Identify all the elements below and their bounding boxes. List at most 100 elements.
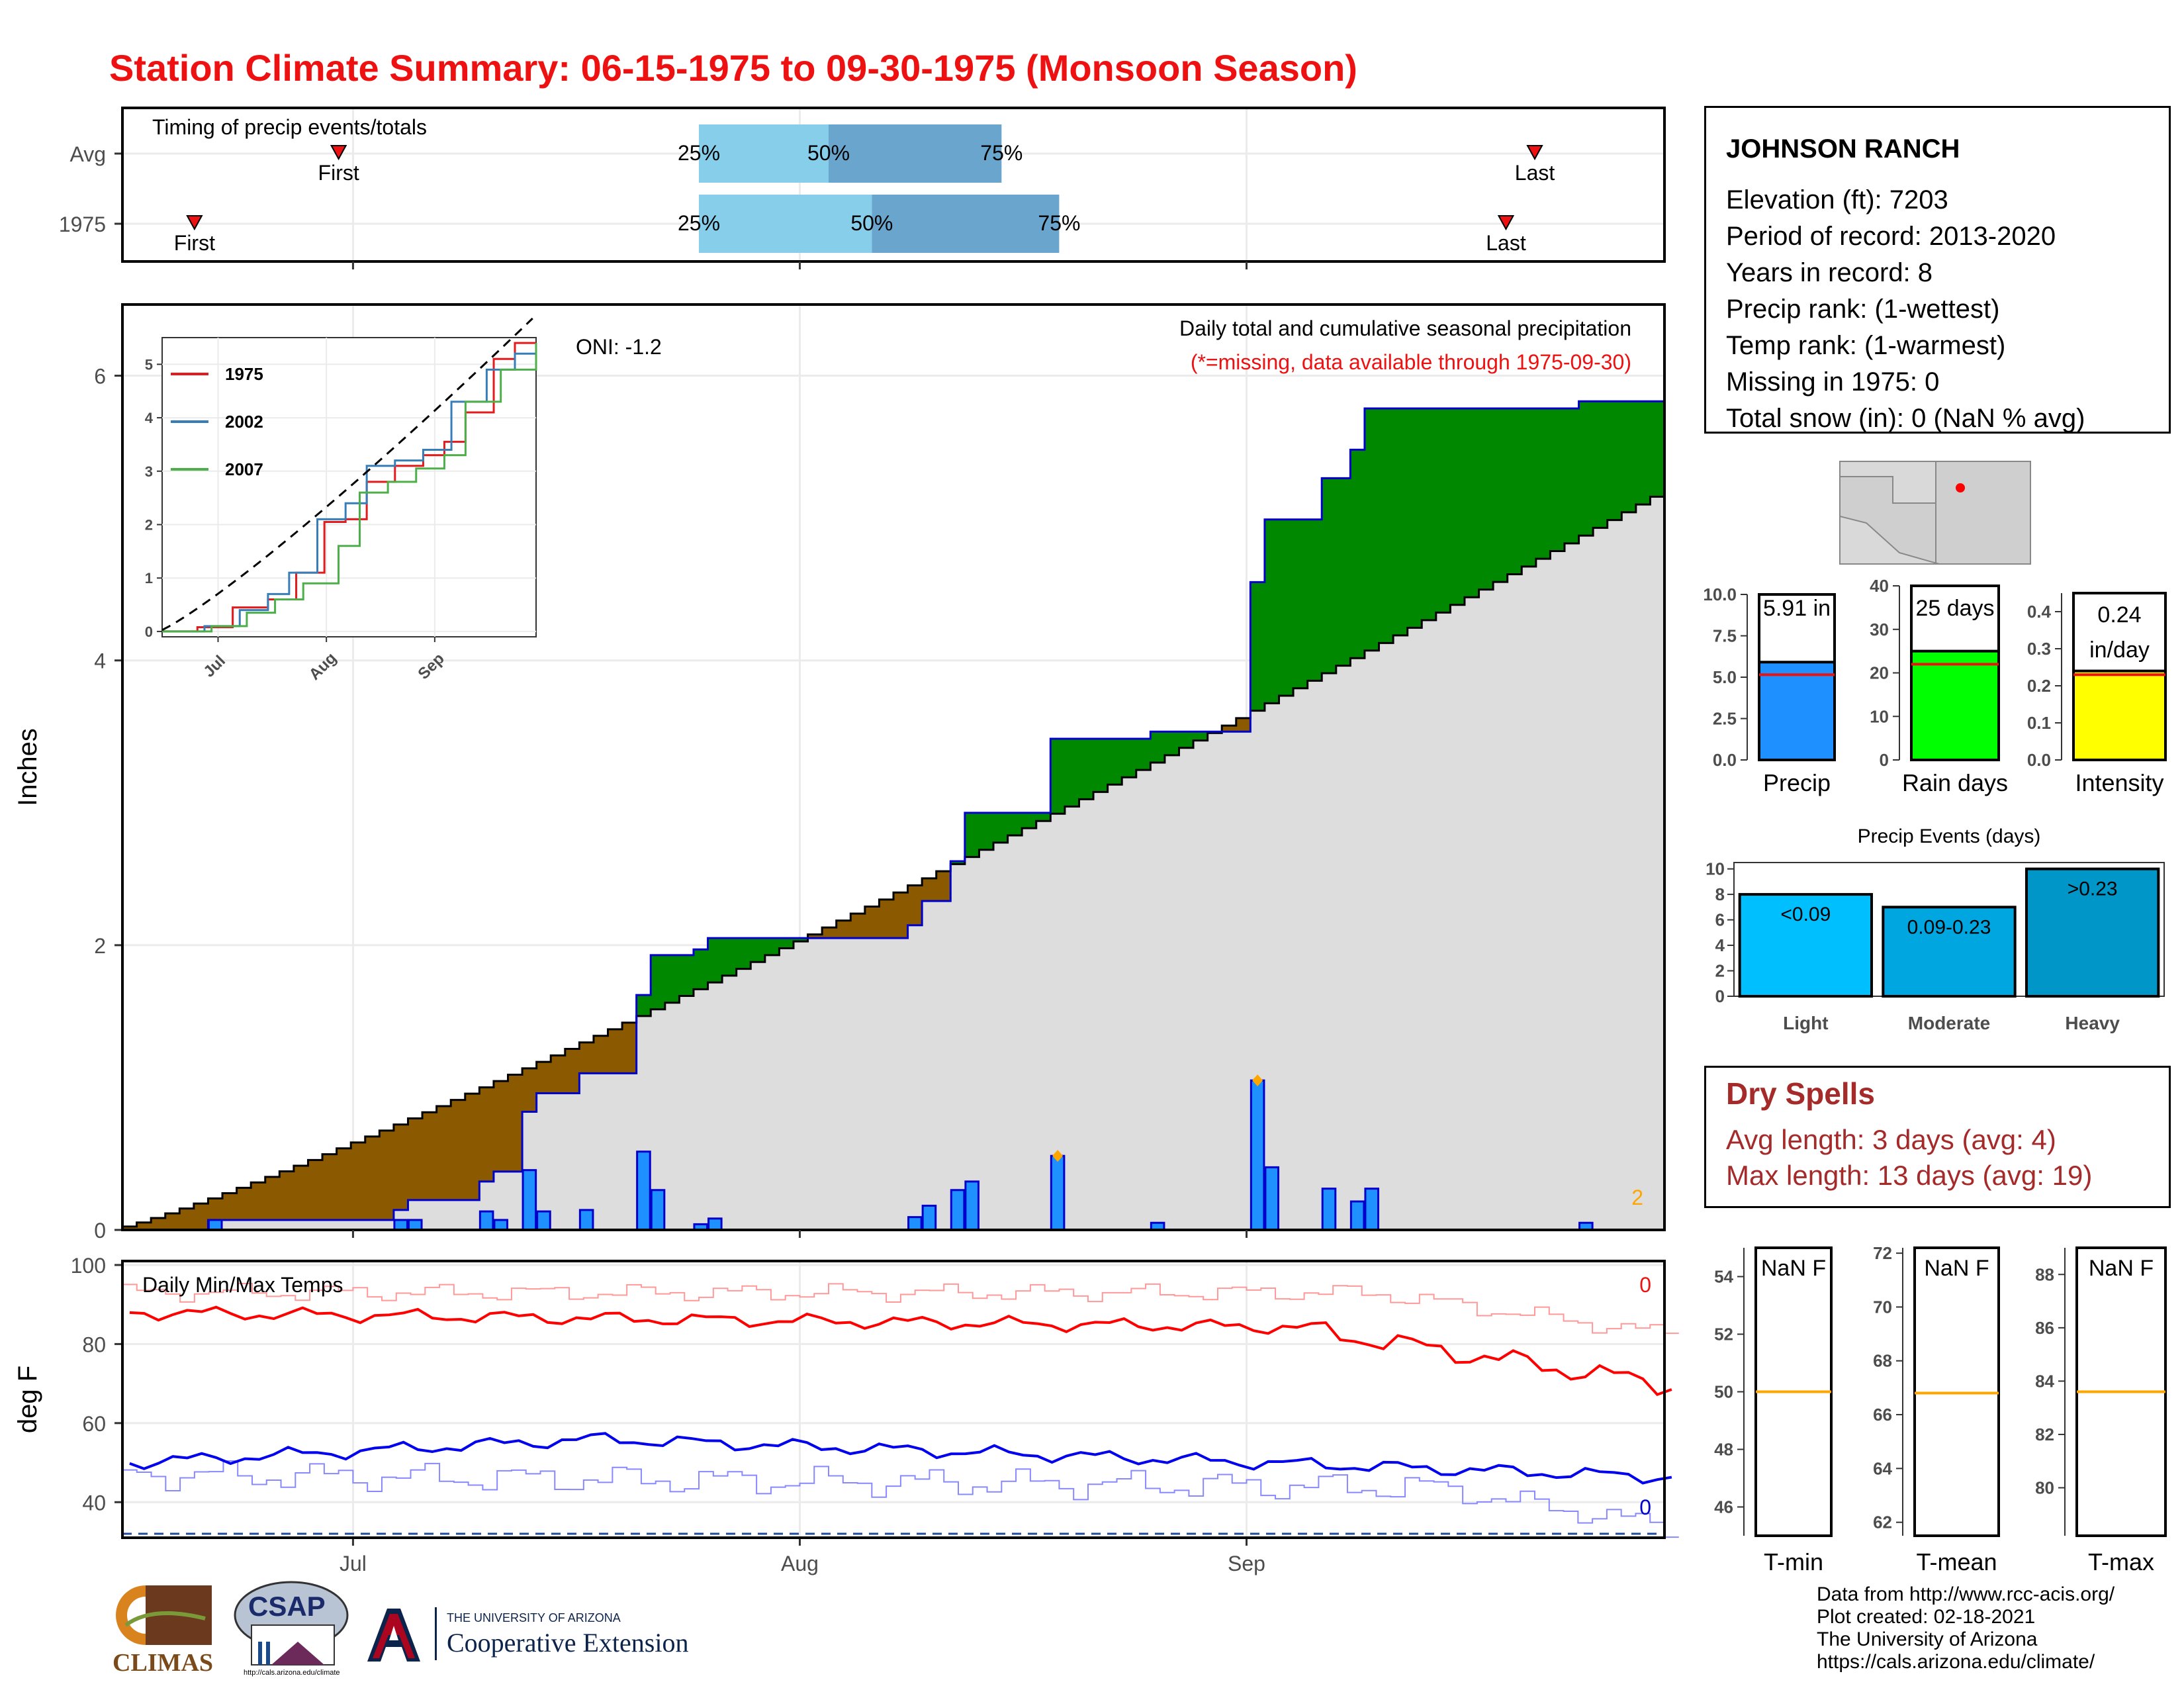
timing-panel-border [121, 107, 1666, 263]
daily-precip-bar [1321, 1188, 1337, 1231]
deficit-segment [622, 1022, 637, 1074]
station-precip-rank: Precip rank: (1-wettest) [1726, 295, 2000, 324]
daily-precip-bar [650, 1189, 666, 1231]
surplus-segment [1093, 738, 1109, 792]
tmean-y-tick-label: 70 [1873, 1297, 1892, 1317]
station-period: Period of record: 2013-2020 [1726, 222, 2056, 251]
events-category-label: Moderate [1908, 1013, 1990, 1033]
timing-bar-upper [872, 195, 1060, 253]
footer-url: https://cals.arizona.edu/climate/ [1817, 1651, 2095, 1673]
ua-logo-large-text: Cooperative Extension [447, 1628, 689, 1658]
deficit-segment [451, 1100, 466, 1200]
deficit-segment [565, 1049, 580, 1094]
surplus-segment [693, 949, 709, 990]
timing-bar-upper [829, 124, 1002, 183]
events-bar [2025, 867, 2160, 998]
deficit-segment [322, 1154, 338, 1220]
temp-y-tick-label: 80 [82, 1333, 106, 1356]
daily-precip-bar [1364, 1188, 1380, 1231]
surplus-segment [1593, 401, 1608, 528]
ua-logo-divider [435, 1607, 437, 1660]
precip_total-y-tick-label: 2.5 [1713, 709, 1737, 729]
events-y-tick-label: 0 [1715, 986, 1725, 1006]
daily-precip-bar [1264, 1166, 1279, 1231]
temp-y-tick-label: 60 [82, 1412, 106, 1436]
deficit-segment [579, 1042, 594, 1074]
inset-legend-label: 2002 [225, 412, 263, 432]
events-bar [1738, 893, 1874, 998]
timing-p25-label: 25% [678, 141, 720, 165]
surplus-segment [1635, 401, 1651, 505]
tmin-value-label: NaN F [1761, 1256, 1826, 1281]
surplus-segment [1122, 738, 1137, 778]
events-category-label: Heavy [2065, 1013, 2120, 1033]
tmean-y-tick-label: 62 [1873, 1513, 1892, 1532]
tmean-y-tick-label: 64 [1873, 1458, 1892, 1478]
surplus-segment [1621, 401, 1637, 512]
timing-row-label: Avg [69, 142, 106, 166]
daily-precip-bar [1050, 1154, 1066, 1231]
surplus-segment [1064, 738, 1080, 807]
cumulative-chart-title: Daily total and cumulative seasonal prec… [1179, 316, 1631, 340]
inset-series-line [162, 343, 537, 633]
rain_days-y-tick-label: 30 [1870, 620, 1889, 639]
tmin-average-line [122, 1460, 1679, 1538]
deficit-segment [864, 906, 880, 939]
station-location-marker [1956, 483, 1965, 492]
university-a-icon [367, 1609, 420, 1662]
temp-x-tick-label: Aug [781, 1552, 819, 1575]
inset-chart-frame [161, 337, 537, 637]
surplus-segment [1107, 738, 1122, 785]
deficit-segment [836, 920, 851, 939]
surplus-segment [1336, 478, 1351, 666]
missing-count-label: 2 [1631, 1186, 1643, 1209]
ua-cooperative-extension-logo: THE UNIVERSITY OF ARIZONA Cooperative Ex… [361, 1602, 745, 1668]
daily-precip-bar [907, 1216, 923, 1231]
deficit-segment [379, 1130, 394, 1220]
temp-y-tick-label: 100 [71, 1254, 106, 1278]
surplus-segment [1264, 519, 1280, 704]
surplus-segment [779, 938, 794, 949]
intensity-value-label: 0.24 [2097, 602, 2141, 628]
tmax-y-tick-label: 80 [2035, 1478, 2054, 1498]
footer-university: The University of Arizona [1817, 1628, 2038, 1650]
climas-logo-text: CLIMAS [113, 1649, 214, 1677]
surplus-segment [1522, 408, 1537, 567]
surplus-segment [1578, 401, 1594, 536]
deficit-segment [479, 1087, 494, 1182]
events-chart-title: Precip Events (days) [1858, 825, 2041, 847]
precip_total-y-tick-label: 10.0 [1703, 585, 1737, 604]
deficit-segment [608, 1029, 623, 1074]
tmean-frame [1913, 1246, 2000, 1537]
tmin-daily-line [129, 1432, 1672, 1485]
oni-label: ONI: -1.2 [576, 335, 662, 359]
deficit-segment [465, 1094, 480, 1200]
surplus-segment [1407, 408, 1422, 628]
cumulative-y-tick-label: 4 [94, 649, 106, 673]
deficit-segment [393, 1124, 409, 1210]
tmax-average-line [122, 1282, 1679, 1335]
timing-bar-lower [699, 195, 872, 253]
surplus-segment [651, 955, 666, 1009]
footer-data-source: Data from http://www.rcc-acis.org/ [1817, 1583, 2115, 1605]
precip_total-category-label: Precip [1763, 769, 1831, 796]
surplus-segment [751, 938, 766, 962]
surplus-segment [1164, 731, 1180, 755]
first-event-marker [330, 145, 347, 161]
daily-precip-bar [393, 1219, 408, 1231]
precip_total-value-label: 5.91 in [1763, 596, 1831, 621]
tmax-y-tick-label: 84 [2035, 1371, 2054, 1391]
intensity-category-label: Intensity [2075, 769, 2163, 796]
surplus-segment [1022, 812, 1037, 829]
tmax-y-tick-label: 88 [2035, 1264, 2054, 1284]
events-y-tick-label: 2 [1715, 961, 1725, 981]
surplus-segment [1036, 812, 1051, 821]
rain_days-y-tick-label: 10 [1870, 706, 1889, 726]
intensity-y-tick-label: 0.4 [2027, 602, 2052, 622]
deficit-segment [422, 1112, 437, 1200]
surplus-segment [964, 812, 980, 857]
surplus-segment [1050, 738, 1066, 814]
surplus-segment [664, 955, 680, 1003]
surplus-segment [1535, 408, 1551, 559]
surplus-segment [1393, 408, 1408, 635]
